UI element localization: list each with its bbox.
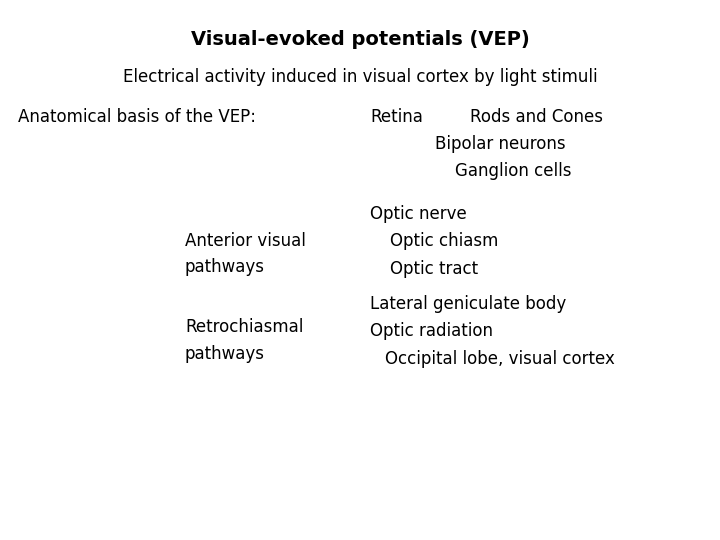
Text: Ganglion cells: Ganglion cells: [455, 162, 572, 180]
Text: Retrochiasmal: Retrochiasmal: [185, 318, 303, 336]
Text: Anatomical basis of the VEP:: Anatomical basis of the VEP:: [18, 108, 256, 126]
Text: Bipolar neurons: Bipolar neurons: [435, 135, 566, 153]
Text: pathways: pathways: [185, 258, 265, 276]
Text: Optic nerve: Optic nerve: [370, 205, 467, 223]
Text: Anterior visual: Anterior visual: [185, 232, 306, 250]
Text: Rods and Cones: Rods and Cones: [470, 108, 603, 126]
Text: Optic radiation: Optic radiation: [370, 322, 493, 340]
Text: Optic chiasm: Optic chiasm: [390, 232, 498, 250]
Text: Visual-evoked potentials (VEP): Visual-evoked potentials (VEP): [191, 30, 529, 49]
Text: Retina: Retina: [370, 108, 423, 126]
Text: pathways: pathways: [185, 345, 265, 363]
Text: Optic tract: Optic tract: [390, 260, 478, 278]
Text: Occipital lobe, visual cortex: Occipital lobe, visual cortex: [385, 350, 615, 368]
Text: Lateral geniculate body: Lateral geniculate body: [370, 295, 566, 313]
Text: Electrical activity induced in visual cortex by light stimuli: Electrical activity induced in visual co…: [122, 68, 598, 86]
